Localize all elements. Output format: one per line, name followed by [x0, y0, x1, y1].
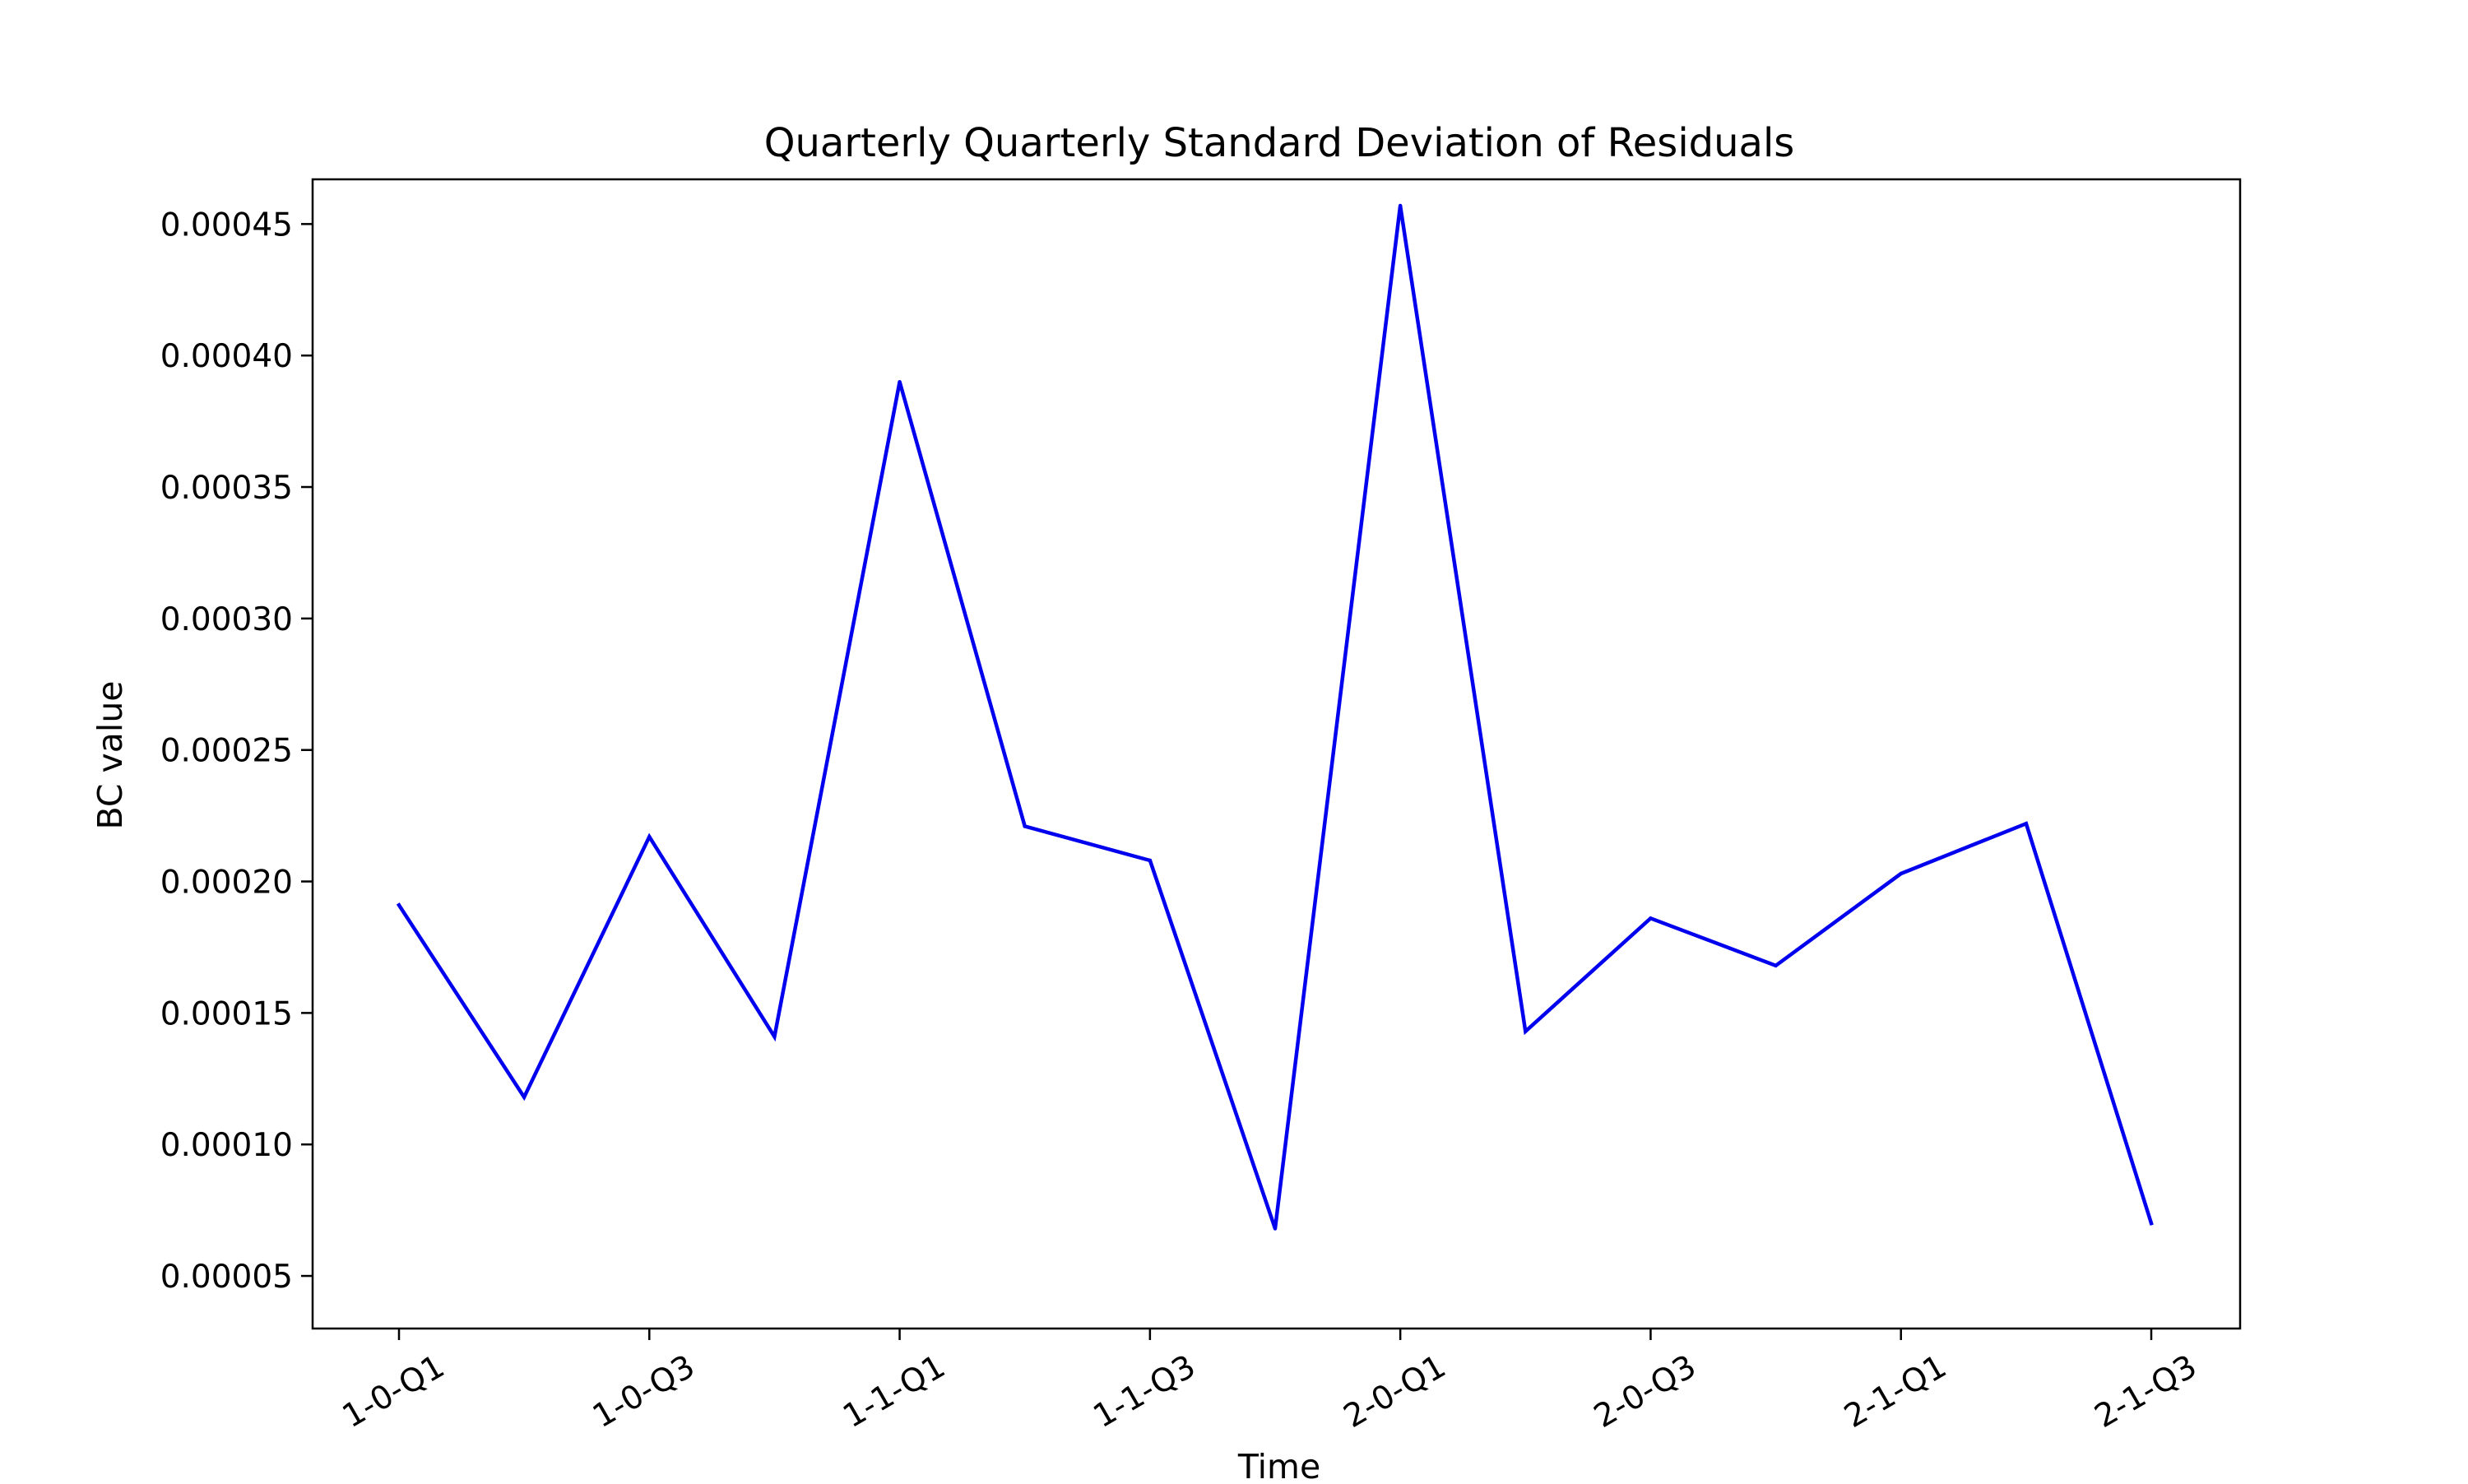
data-point	[1524, 1029, 1528, 1033]
y-tick-label: 0.00020	[160, 865, 293, 902]
data-point	[898, 379, 902, 384]
data-point	[647, 834, 652, 839]
y-tick-label: 0.00015	[160, 995, 293, 1032]
data-point	[1899, 871, 1903, 876]
y-tick-label: 0.00025	[160, 733, 293, 770]
plot-frame	[311, 178, 2242, 1330]
y-tick-label: 0.00035	[160, 470, 293, 507]
data-point	[2024, 822, 2029, 826]
data-point	[1649, 916, 1653, 921]
data-point	[1774, 963, 1778, 968]
data-point	[772, 1034, 777, 1039]
y-tick-label: 0.00045	[160, 206, 293, 243]
data-point	[2149, 1221, 2154, 1226]
data-point	[397, 903, 401, 907]
y-tick-label: 0.00030	[160, 601, 293, 638]
y-axis-label: BC value	[90, 680, 130, 829]
y-tick-label: 0.00040	[160, 338, 293, 375]
data-point	[522, 1095, 527, 1099]
y-tick-label: 0.00010	[160, 1127, 293, 1164]
data-point	[1023, 824, 1027, 828]
x-axis-label: Time	[1237, 1447, 1320, 1481]
y-tick-label: 0.00005	[160, 1259, 293, 1296]
data-point	[1148, 858, 1153, 863]
chart-title: Quarterly Quarterly Standard Deviation o…	[764, 120, 1795, 166]
data-point	[1398, 203, 1403, 208]
data-point	[1273, 1227, 1278, 1231]
